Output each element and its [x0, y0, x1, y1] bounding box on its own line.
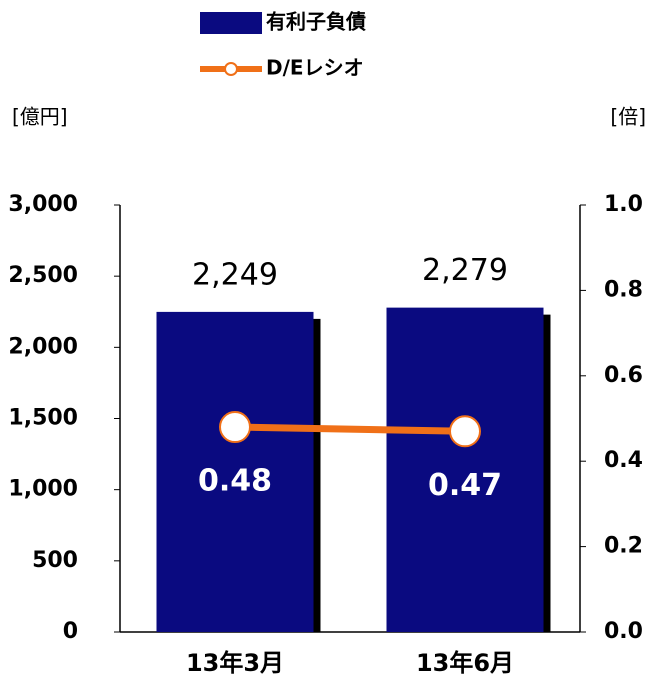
- legend-marker: [224, 62, 238, 76]
- y-tick-label: 2,000: [8, 334, 78, 359]
- x-tick-label: 13年6月: [416, 649, 514, 677]
- legend-swatch: [200, 12, 262, 34]
- bar-value-label: 2,279: [422, 253, 508, 288]
- y2-tick-label: 0.0: [604, 619, 643, 644]
- y2-tick-label: 0.6: [604, 363, 643, 388]
- line-value-label: 0.48: [198, 464, 272, 499]
- bar: [156, 311, 314, 632]
- y2-tick-label: 0.8: [604, 277, 643, 302]
- line-marker: [449, 415, 481, 448]
- line: [234, 423, 466, 435]
- y-axis-label: [億円]: [12, 105, 68, 129]
- legend-label: 有利子負債: [266, 10, 366, 34]
- y-tick-label: 0: [63, 619, 78, 644]
- y2-tick-label: 0.4: [604, 448, 643, 473]
- line-marker: [219, 411, 251, 444]
- y-tick-label: 1,500: [8, 406, 78, 431]
- x-tick-label: 13年3月: [186, 649, 284, 677]
- y2-tick-label: 0.2: [604, 534, 643, 559]
- bar: [386, 307, 544, 632]
- line-value-label: 0.47: [428, 468, 502, 503]
- y-tick-label: 3,000: [8, 192, 78, 217]
- y-tick-label: 500: [32, 548, 78, 573]
- y2-axis-label: [倍]: [610, 105, 646, 129]
- y2-tick-label: 1.0: [604, 192, 643, 217]
- legend-label: D/Eレシオ: [266, 56, 364, 80]
- y-tick-label: 2,500: [8, 263, 78, 288]
- y-tick-label: 1,000: [8, 477, 78, 502]
- bar-value-label: 2,249: [192, 257, 278, 292]
